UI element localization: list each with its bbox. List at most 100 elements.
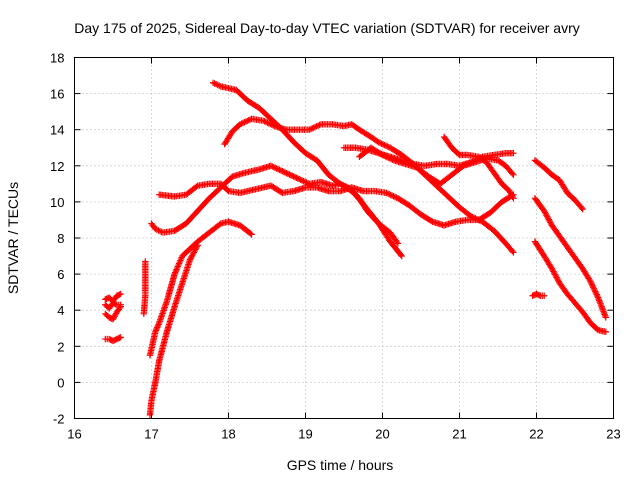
data-point-arc-g <box>155 321 162 328</box>
data-point-arc-p <box>593 291 600 298</box>
data-point-arc-c <box>117 301 124 308</box>
data-point-arc-k <box>311 123 319 131</box>
data-point-arc-m <box>510 171 517 179</box>
data-point-arc-h <box>274 165 282 173</box>
data-point-arc-g <box>152 328 159 336</box>
x-axis-label: GPS time / hours <box>287 457 394 473</box>
data-point-arc-g <box>173 264 181 272</box>
data-point-arc-h <box>398 252 405 260</box>
data-point-arc-h <box>276 166 283 174</box>
data-point-arc-e <box>140 310 147 318</box>
data-point-arc-p <box>590 285 598 292</box>
data-point-arc-m <box>382 153 389 160</box>
y-tick-label: 6 <box>57 267 64 282</box>
data-point-arc-j <box>394 240 402 247</box>
data-point-arc-h <box>294 175 301 182</box>
data-point-arc-i <box>386 191 393 198</box>
data-point-arc-k <box>244 117 251 125</box>
data-point-arc-p <box>592 288 599 295</box>
chart-title: Day 175 of 2025, Sidereal Day-to-day VTE… <box>74 20 580 36</box>
y-tick-label: 2 <box>57 339 64 354</box>
data-point-arc-h <box>270 163 277 171</box>
data-point-arc-m <box>379 151 386 159</box>
data-point-arc-k <box>469 213 476 221</box>
data-point-arc-h <box>298 177 306 184</box>
data-point-arc-k <box>509 247 516 255</box>
data-point-arc-k <box>261 118 268 125</box>
data-point-arc-j <box>393 238 401 246</box>
data-point-arc-h <box>297 176 304 183</box>
data-point-arc-i <box>391 193 399 201</box>
data-point-arc-k <box>242 118 250 125</box>
y-axis-label: SDTVAR / TECUs <box>5 182 21 294</box>
data-point-arc-i <box>193 183 200 190</box>
data-point-arc-p <box>594 292 601 300</box>
data-point-arc-n <box>509 193 516 201</box>
data-point-arc-h <box>301 178 309 186</box>
data-point-arc-a <box>116 291 123 298</box>
data-point-arc-r <box>541 292 548 299</box>
data-point-arc-m <box>380 152 388 159</box>
data-point-arc-h <box>269 163 276 170</box>
data-point-arc-h <box>397 251 404 259</box>
data-point-arc-o <box>579 205 586 213</box>
data-point-arc-b <box>116 304 123 312</box>
data-point-arc-g <box>153 325 160 333</box>
data-point-arc-k <box>259 117 267 124</box>
data-point-arc-p <box>587 278 594 285</box>
data-point-arc-g <box>154 324 161 331</box>
x-tick-label: 16 <box>67 427 81 442</box>
data-point-arc-k <box>378 140 385 147</box>
data-point-arc-g <box>154 322 162 330</box>
data-point-arc-m <box>387 155 395 163</box>
data-point-arc-k <box>267 120 274 128</box>
data-point-arc-k <box>238 120 245 127</box>
data-point-arc-g <box>177 255 185 263</box>
data-point-arc-k <box>265 120 273 127</box>
data-point-arc-g <box>172 269 179 276</box>
data-point-arc-p <box>588 281 595 288</box>
data-point-arc-g <box>177 257 184 264</box>
data-point-arc-o <box>578 204 585 212</box>
data-point-arc-k <box>475 216 482 223</box>
data-point-arc-k <box>375 139 382 146</box>
data-point-arc-g <box>172 267 180 275</box>
data-point-arc-h <box>280 168 287 176</box>
data-point-arc-p <box>591 286 598 294</box>
data-point-arc-q <box>602 328 609 336</box>
data-point-arc-k <box>476 217 483 224</box>
data-point-arc-p <box>592 289 600 297</box>
data-point-arc-g <box>216 221 223 228</box>
y-tick-label: 8 <box>57 231 64 246</box>
y-tick-label: 4 <box>57 303 64 318</box>
y-tick-label: 0 <box>57 375 64 390</box>
data-marks <box>102 79 609 419</box>
data-point-arc-h <box>279 168 286 175</box>
data-point-arc-h <box>277 167 285 174</box>
x-tick-label: 19 <box>298 427 312 442</box>
data-point-arc-p <box>602 314 609 321</box>
data-point-arc-h <box>286 171 293 178</box>
data-point-arc-i <box>224 186 231 194</box>
data-point-arc-m <box>385 154 392 161</box>
y-tick-label: 16 <box>50 87 64 102</box>
data-point-arc-k <box>262 118 270 126</box>
y-tick-label: 18 <box>50 51 64 66</box>
data-point-arc-h <box>284 170 292 178</box>
data-point-arc-k <box>379 141 387 148</box>
x-tick-label: 22 <box>529 427 543 442</box>
x-tick-label: 18 <box>221 427 235 442</box>
data-point-arc-k <box>510 249 517 256</box>
data-point-arc-d <box>117 334 124 341</box>
data-point-arc-h <box>303 179 310 186</box>
data-point-arc-i <box>387 191 394 199</box>
data-point-arc-g <box>176 258 183 266</box>
data-point-arc-m <box>386 155 393 162</box>
data-point-arc-h <box>283 169 290 177</box>
data-point-arc-n <box>510 195 517 202</box>
data-point-arc-h <box>290 173 297 180</box>
data-point-arc-k <box>316 121 323 129</box>
data-point-arc-g <box>248 231 255 238</box>
